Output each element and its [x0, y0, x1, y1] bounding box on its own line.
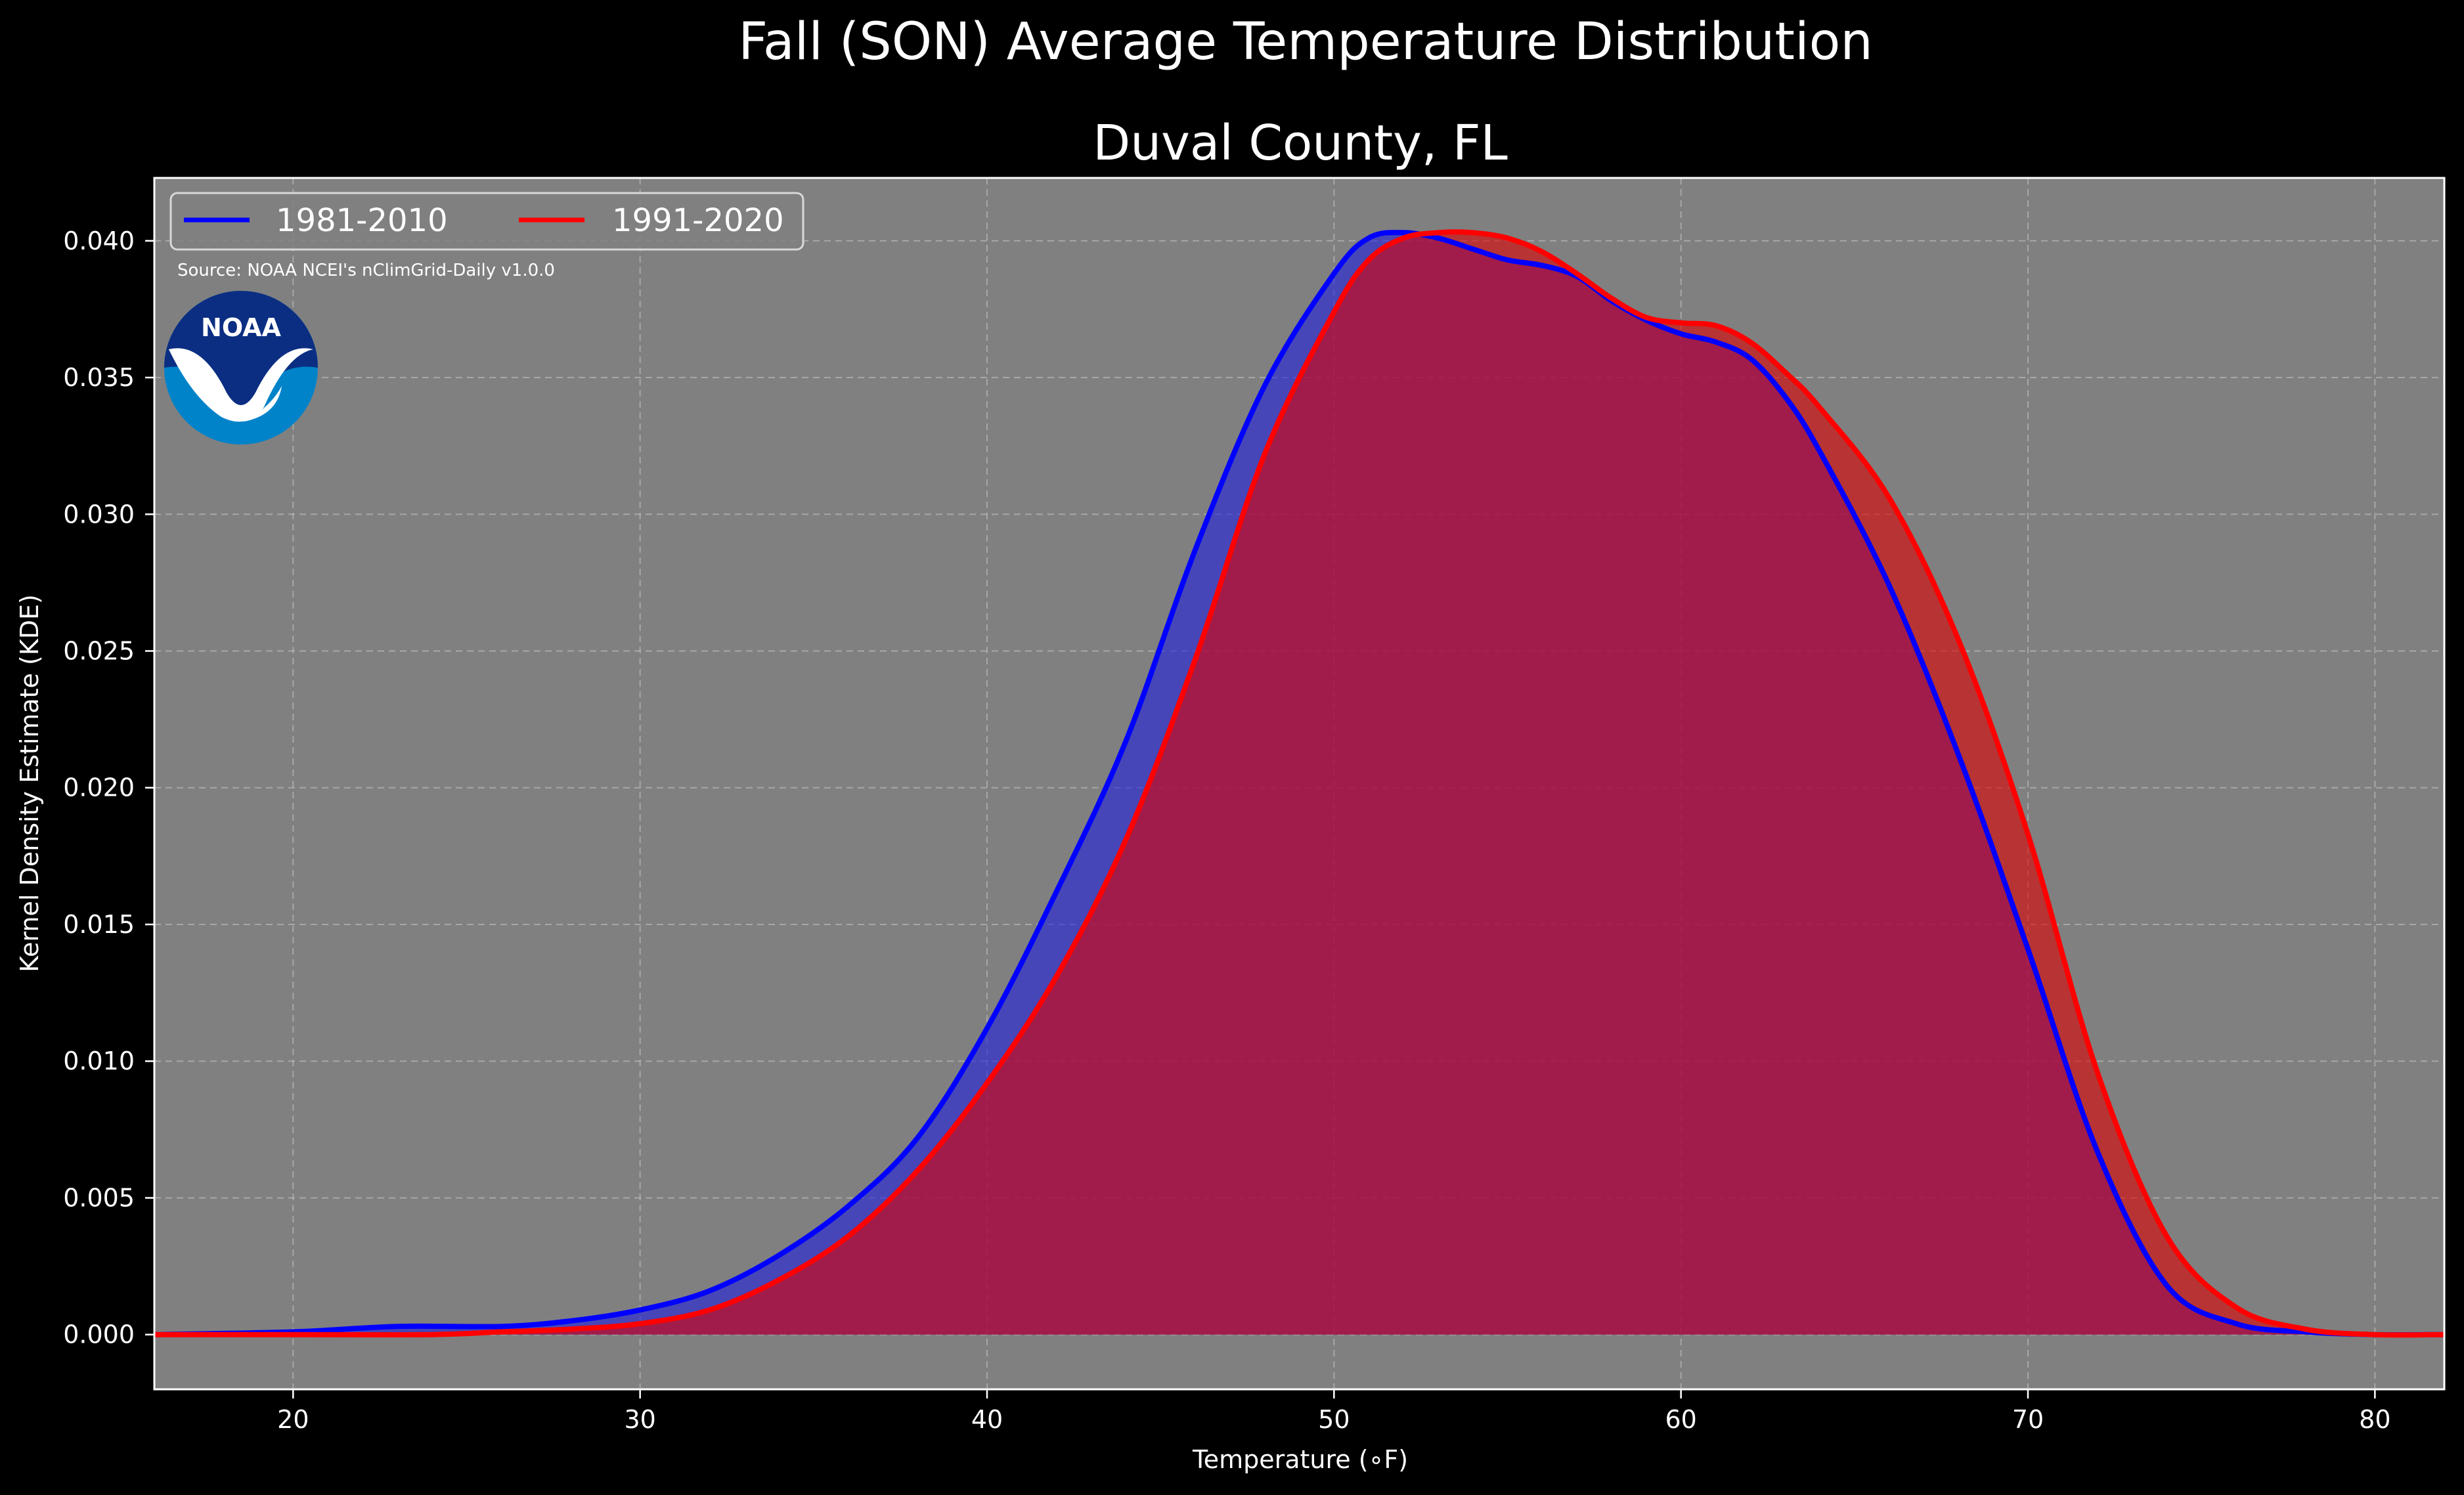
y-tick-label: 0.025 — [63, 637, 135, 666]
axis-ticks: 20 30 40 50 60 70 80 0.000 0.005 0.010 0.015 0.020 0… — [63, 227, 2390, 1434]
y-tick-label: 0.040 — [63, 227, 135, 255]
source-annotation: Source: NOAA NCEI's nClimGrid-Daily v1.0… — [177, 261, 555, 280]
chart-suptitle: Fall (SON) Average Temperature Distribut… — [738, 12, 1873, 72]
legend-label-1991-2020: 1991-2020 — [612, 202, 784, 239]
series-line-1991-2020 — [154, 229, 2445, 1338]
y-axis-label: Kernel Density Estimate (KDE) — [15, 594, 44, 972]
x-tick-label: 30 — [624, 1405, 655, 1434]
y-tick-label: 0.010 — [63, 1047, 135, 1075]
x-tick-label: 60 — [1665, 1405, 1696, 1434]
series-area-1991-2020 — [154, 232, 2444, 1335]
y-tick-label: 0.015 — [63, 910, 135, 939]
legend: 1981-2010 1991-2020 — [169, 192, 804, 251]
legend-frame — [169, 192, 804, 251]
x-tick-label: 70 — [2012, 1405, 2044, 1434]
series-line-1981-2010 — [154, 230, 2445, 1338]
noaa-logo: NOAA — [164, 291, 318, 444]
legend-label-1981-2010: 1981-2010 — [276, 202, 448, 239]
y-tick-label: 0.030 — [63, 500, 135, 529]
x-tick-label: 80 — [2359, 1405, 2390, 1434]
x-tick-label: 40 — [971, 1405, 1003, 1434]
y-tick-label: 0.035 — [63, 363, 135, 392]
x-tick-label: 20 — [277, 1405, 309, 1434]
x-tick-label: 50 — [1318, 1405, 1350, 1434]
noaa-logo-text: NOAA — [201, 313, 281, 342]
chart-title: Duval County, FL — [1093, 115, 1508, 171]
y-tick-label: 0.020 — [63, 773, 135, 802]
x-axis-label: Temperature (∘F) — [1192, 1445, 1408, 1474]
y-tick-label: 0.000 — [63, 1320, 135, 1349]
series-layer — [154, 229, 2445, 1338]
plot-frame — [153, 177, 2446, 1391]
y-tick-label: 0.005 — [63, 1183, 135, 1212]
